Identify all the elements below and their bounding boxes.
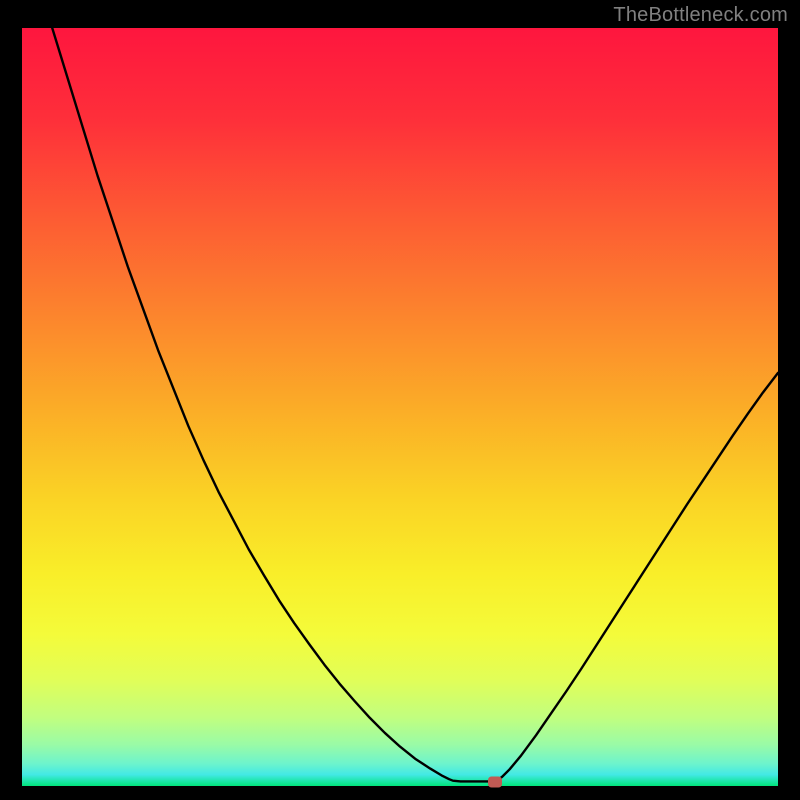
curve-svg	[22, 28, 778, 786]
source-watermark: TheBottleneck.com	[613, 4, 788, 27]
optimum-marker	[488, 776, 502, 787]
chart-stage: { "source_watermark": { "text": "TheBott…	[0, 0, 800, 800]
plot-area	[22, 28, 778, 786]
bottleneck-curve	[52, 28, 778, 781]
